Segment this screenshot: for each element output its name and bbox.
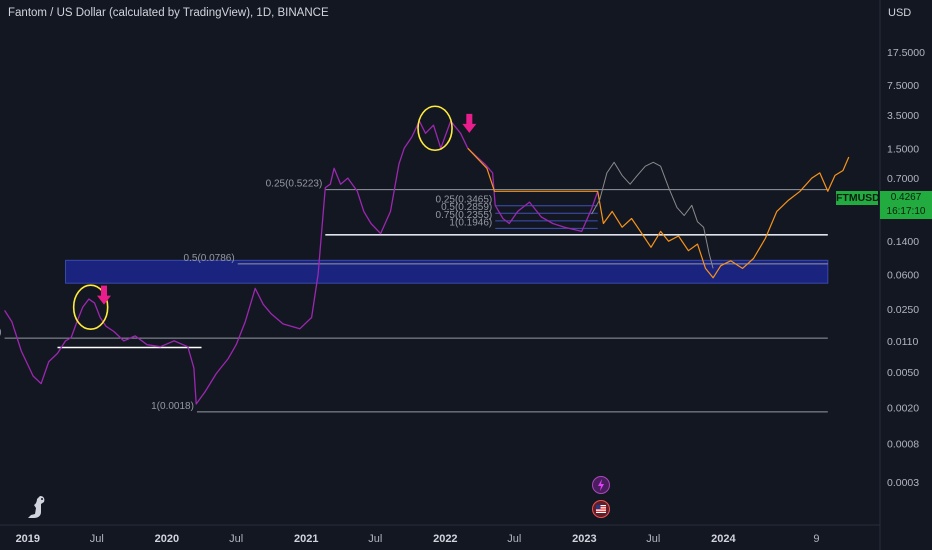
- series-line-ftmusd: [4, 120, 599, 405]
- price-axis-tick-label: 1.5000: [887, 143, 919, 155]
- fib-level-label: 0.75(0.0118): [0, 327, 2, 338]
- fib-level-label: 1(0.0018): [151, 401, 194, 412]
- price-axis-tick-label: 0.0600: [887, 269, 919, 281]
- fib-level-label: 0.75(0.2355): [436, 210, 493, 221]
- down-arrow-icon: [97, 285, 111, 305]
- fib-level-label: 0.5(0.0786): [184, 253, 235, 264]
- highlight-circle: [417, 105, 453, 152]
- bar-countdown: 16:17:10: [886, 205, 926, 217]
- dinosaur-logo-icon[interactable]: [26, 494, 52, 522]
- symbol-badge: FTMUSD: [836, 190, 880, 205]
- time-axis-tick-label: 2023: [572, 533, 596, 545]
- currency-label: USD: [888, 7, 912, 19]
- down-arrow-icon: [462, 113, 477, 133]
- time-axis-tick-label: Jul: [507, 533, 521, 545]
- series-line-projection: [467, 147, 850, 279]
- time-axis-tick-label: 2020: [155, 533, 179, 545]
- price-axis-tick-label: 0.1400: [887, 236, 919, 248]
- price-axis-tick-label: 0.0050: [887, 367, 919, 379]
- time-axis-tick-label: Jul: [90, 533, 104, 545]
- price-axis-tick-label: 17.5000: [887, 47, 925, 59]
- fib-level-label: 0.5(0.2859): [441, 202, 492, 213]
- price-axis-tick-label: 3.5000: [887, 110, 919, 122]
- us-flag-icon[interactable]: [592, 500, 610, 518]
- time-axis-tick-label: 2024: [711, 533, 736, 545]
- time-axis-tick-label: 2021: [294, 533, 318, 545]
- fib-level-label: 0.25(0.5223): [266, 179, 323, 190]
- price-axis-tick-label: 0.0008: [887, 439, 919, 451]
- time-axis-tick-label: Jul: [229, 533, 243, 545]
- fib-level-label: 1(0.1946): [449, 217, 492, 228]
- time-axis-tick-label: 2019: [16, 533, 40, 545]
- price-axis-tick-label: 0.0003: [887, 477, 919, 489]
- support-zone: [65, 259, 829, 284]
- price-axis-tick-label: 0.7000: [887, 173, 919, 185]
- series-line-ghost: [591, 161, 714, 269]
- time-axis-tick-label: Jul: [368, 533, 382, 545]
- price-axis-tick-label: 0.0020: [887, 403, 919, 415]
- price-axis-tick-label: 0.0110: [887, 336, 918, 348]
- price-axis-tick-label: 0.0250: [887, 304, 919, 316]
- lightning-icon[interactable]: [592, 476, 610, 494]
- fib-level-label: 0.25(0.3465): [436, 195, 493, 206]
- time-axis-tick-label: 9: [813, 533, 819, 545]
- highlight-circle: [72, 284, 109, 331]
- chart-title: Fantom / US Dollar (calculated by Tradin…: [8, 7, 329, 19]
- last-price-value: 0.4267: [890, 191, 922, 203]
- time-axis-tick-label: 2022: [433, 533, 457, 545]
- time-axis-tick-label: Jul: [646, 533, 660, 545]
- price-axis-tick-label: 7.5000: [887, 80, 919, 92]
- last-price-box: 0.4267 16:17:10: [880, 190, 932, 219]
